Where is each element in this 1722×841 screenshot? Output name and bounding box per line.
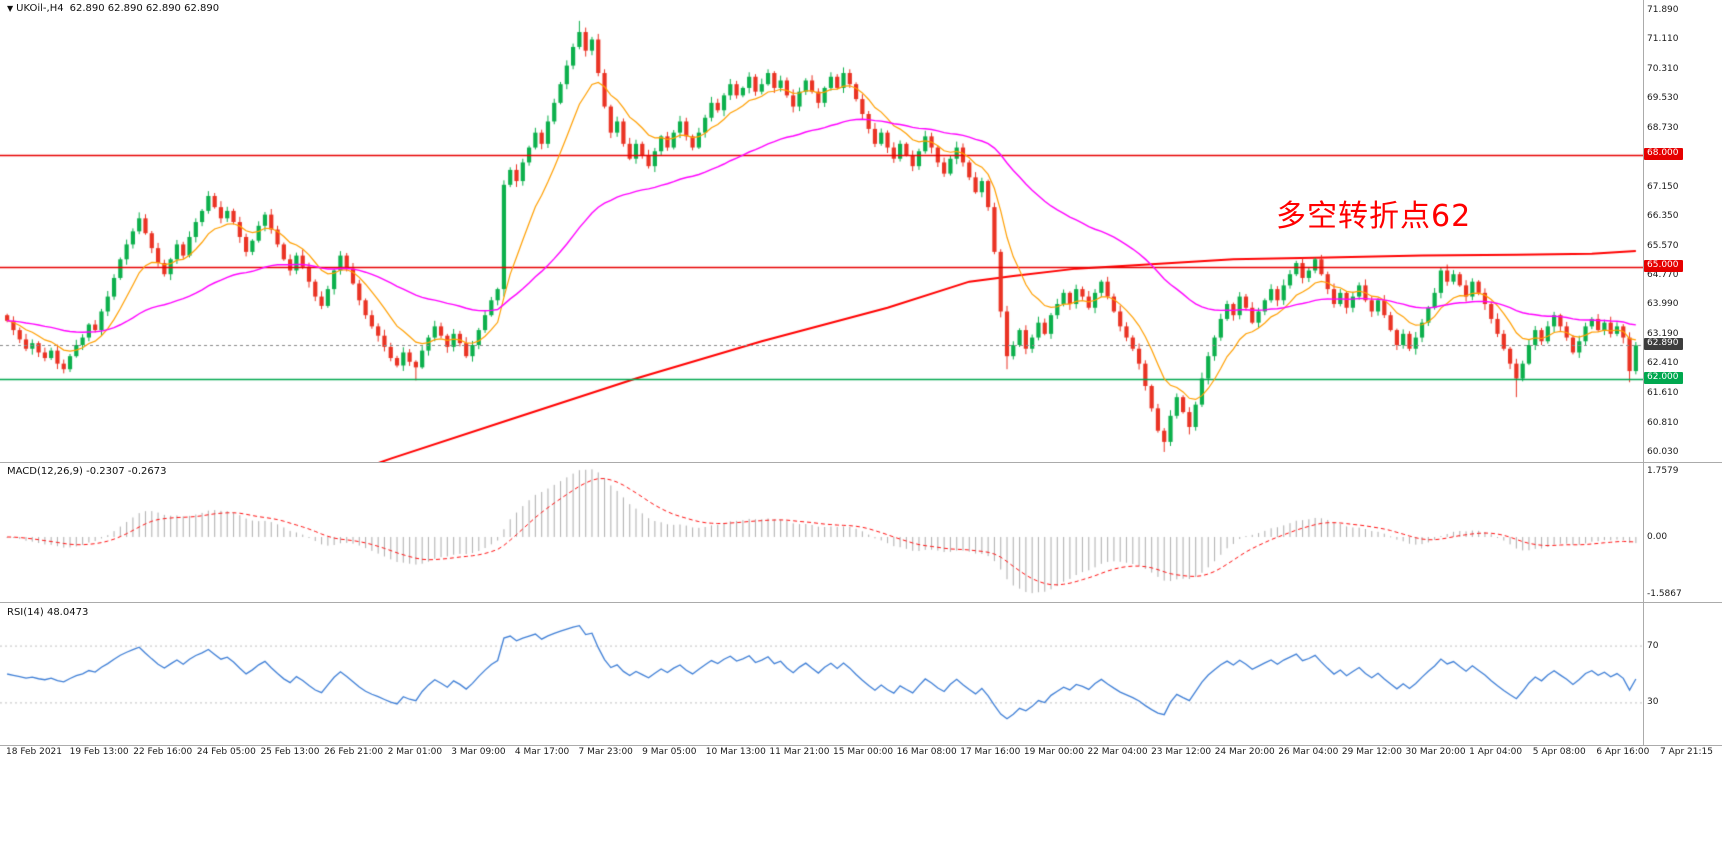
macd-panel-canvas[interactable]	[0, 463, 1643, 602]
symbol-dropdown-icon[interactable]: ▼	[7, 4, 14, 13]
rsi-axis-level: 70	[1647, 640, 1659, 651]
price-axis-label: 63.990	[1647, 299, 1679, 310]
time-axis-label: 25 Feb 13:00	[260, 747, 320, 757]
price-level-badge: 62.000	[1644, 371, 1683, 384]
price-axis-label: 60.810	[1647, 417, 1679, 428]
chart-title: ▼ UKOil-,H4 62.890 62.890 62.890 62.890	[7, 3, 219, 14]
time-axis-label: 17 Mar 16:00	[960, 747, 1021, 757]
time-axis-label: 11 Mar 21:00	[769, 747, 830, 757]
price-axis-label: 65.570	[1647, 240, 1679, 251]
time-axis-label: 23 Mar 12:00	[1151, 747, 1212, 757]
time-axis-label: 1 Apr 04:00	[1469, 747, 1523, 757]
price-axis-label: 64.770	[1647, 270, 1679, 281]
time-axis-label: 6 Apr 16:00	[1596, 747, 1650, 757]
price-axis-label: 62.410	[1647, 358, 1679, 369]
time-axis-label: 16 Mar 08:00	[896, 747, 957, 757]
time-axis-label: 29 Mar 12:00	[1341, 747, 1403, 757]
price-axis-border	[1643, 0, 1644, 745]
macd-axis-max: 1.7579	[1647, 466, 1679, 476]
time-axis-label: 18 Feb 2021	[6, 747, 63, 757]
price-level-badge: 62.890	[1644, 338, 1683, 351]
price-axis-label: 66.350	[1647, 211, 1679, 222]
time-axis-label: 3 Mar 09:00	[451, 747, 506, 757]
price-axis-label: 71.890	[1647, 5, 1679, 16]
time-axis-label: 24 Mar 20:00	[1214, 747, 1275, 757]
price-axis-label: 68.730	[1647, 122, 1679, 133]
price-level-badge: 65.000	[1644, 259, 1683, 272]
price-axis-label: 61.610	[1647, 388, 1679, 399]
time-axis-label: 10 Mar 13:00	[705, 747, 766, 757]
price-axis-label: 67.150	[1647, 181, 1679, 192]
price-axis-label: 70.310	[1647, 63, 1679, 74]
price-level-badge: 68.000	[1644, 147, 1683, 160]
chart-annotation-text: 多空转折点62	[1276, 199, 1472, 234]
time-axis-label: 15 Mar 00:00	[833, 747, 894, 757]
panel-divider	[0, 745, 1722, 746]
rsi-panel-canvas[interactable]	[0, 603, 1643, 745]
time-axis-label: 4 Mar 17:00	[514, 747, 570, 757]
chart-ohlc-values: 62.890 62.890 62.890 62.890	[69, 3, 220, 14]
chart-symbol-timeframe: UKOil-,H4	[16, 3, 64, 14]
rsi-axis-level: 30	[1647, 697, 1659, 708]
time-axis-label: 22 Feb 16:00	[133, 747, 193, 757]
time-axis-label: 26 Feb 21:00	[324, 747, 384, 757]
time-axis-label: 30 Mar 20:00	[1405, 747, 1466, 757]
time-axis-label: 7 Mar 23:00	[578, 747, 633, 757]
time-axis-label: 5 Apr 08:00	[1532, 747, 1586, 757]
price-axis-label: 60.030	[1647, 446, 1679, 457]
price-axis-label: 63.190	[1647, 329, 1679, 340]
main-chart-canvas[interactable]	[0, 0, 1643, 462]
time-axis-label: 24 Feb 05:00	[196, 747, 256, 757]
price-axis-label: 69.530	[1647, 92, 1679, 103]
macd-axis-min: -1.5867	[1647, 589, 1682, 599]
macd-axis-zero: 0.00	[1647, 531, 1668, 542]
rsi-indicator-label: RSI(14) 48.0473	[7, 607, 89, 618]
time-axis-label: 9 Mar 05:00	[642, 747, 697, 757]
panel-divider	[0, 602, 1722, 603]
time-axis-label: 2 Mar 01:00	[387, 747, 443, 757]
time-axis-label: 19 Mar 00:00	[1023, 747, 1084, 757]
time-axis-label: 26 Mar 04:00	[1278, 747, 1339, 757]
price-axis-label: 71.110	[1647, 34, 1679, 45]
macd-indicator-label: MACD(12,26,9) -0.2307 -0.2673	[7, 466, 167, 477]
panel-divider	[0, 462, 1722, 463]
time-axis-label: 7 Apr 21:15	[1660, 747, 1713, 757]
time-axis-label: 22 Mar 04:00	[1087, 747, 1148, 757]
time-axis-label: 19 Feb 13:00	[69, 747, 129, 757]
